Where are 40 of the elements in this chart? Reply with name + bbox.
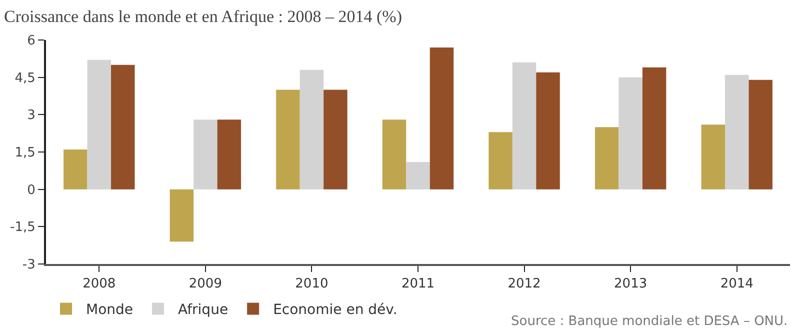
bar: [87, 60, 112, 190]
bar: [217, 120, 242, 190]
x-tick-label: 2014: [720, 276, 754, 292]
bar: [406, 162, 430, 190]
bar: [724, 74, 749, 190]
y-tick-label: 6: [27, 34, 36, 49]
bar: [276, 90, 300, 190]
bar: [512, 62, 536, 190]
x-tick-label: 2009: [188, 276, 222, 292]
bar: [430, 47, 454, 190]
x-tick-label: 2010: [295, 276, 328, 292]
y-tick-label: 1,5: [14, 146, 36, 161]
bar: [618, 77, 642, 190]
x-tick-label: 2013: [614, 276, 648, 292]
bar: [488, 132, 512, 190]
x-tick-label: 2008: [82, 276, 116, 292]
legend-label: Economie en dév.: [273, 302, 398, 318]
y-tick-label: 4,5: [14, 70, 36, 86]
bar: [536, 72, 560, 190]
y-tick-label: -3: [22, 258, 36, 273]
bar: [170, 189, 194, 242]
bar: [194, 120, 218, 190]
bar: [64, 150, 88, 190]
bar: [300, 70, 324, 190]
legend-label: Afrique: [178, 302, 228, 318]
source-note: Source : Banque mondiale et DESA – ONU.: [511, 314, 788, 329]
bar: [701, 124, 725, 190]
bar: [594, 127, 619, 190]
y-tick-label: -1,5: [10, 220, 36, 236]
y-tick-label: 0: [27, 182, 36, 198]
chart-title: Croissance dans le monde et en Afrique : 2008 – 2014 (%): [4, 6, 402, 26]
y-tick-label: 3: [27, 108, 36, 124]
bar: [748, 80, 772, 190]
bar: [111, 64, 135, 190]
bar: [324, 90, 348, 190]
bar: [642, 67, 666, 190]
x-tick-label: 2012: [508, 276, 541, 292]
legend-label: Monde: [86, 302, 134, 318]
x-tick-label: 2011: [401, 276, 435, 292]
bar: [382, 120, 406, 190]
